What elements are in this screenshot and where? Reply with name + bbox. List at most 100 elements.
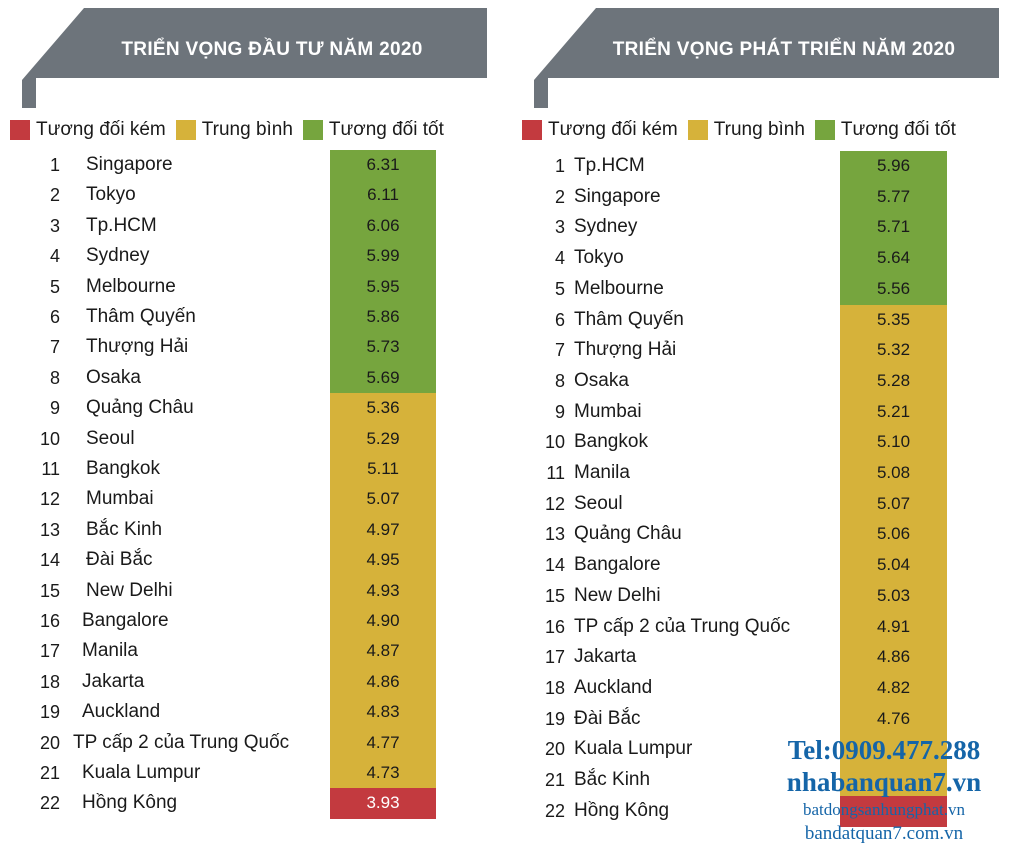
watermark-site-1: nhabanquan7.vn [786, 767, 982, 797]
rank-number: 9 [554, 401, 565, 422]
score-value: 6.11 [367, 185, 399, 205]
score-value: 5.04 [876, 555, 911, 575]
score-bar-good [840, 151, 947, 182]
score-bar-average [840, 519, 947, 551]
score-bar-average [330, 545, 436, 577]
city-name: Thượng Hải [574, 339, 677, 361]
rank-number: 11 [546, 463, 565, 483]
rank-number: 1 [554, 156, 565, 176]
score-bar-good [330, 302, 436, 333]
city-name: Seoul [574, 492, 623, 514]
score-value: 6.06 [366, 215, 400, 235]
table-row: 8 Osaka 5.69 [0, 362, 500, 394]
city-name: Tokyo [86, 184, 136, 206]
table-row: 14 Bangalore 5.04 [512, 550, 1012, 582]
rank-number: 15 [544, 585, 565, 606]
score-value: 4.87 [366, 641, 400, 661]
table-row: 19 Auckland 4.83 [0, 697, 500, 729]
city-name: TP cấp 2 của Trung Quốc [574, 615, 791, 637]
rank-number: 9 [49, 398, 60, 419]
rank-number: 13 [39, 519, 60, 540]
score-bar-average [330, 727, 436, 759]
rank-number: 21 [39, 763, 60, 783]
city-name: Đài Bắc [86, 549, 153, 571]
score-bar-good [330, 332, 436, 364]
table-row: 5 Melbourne 5.56 [512, 273, 1012, 305]
table-row: 13 Bắc Kinh 4.97 [0, 514, 500, 546]
score-value: 5.35 [876, 309, 911, 329]
rank-number: 14 [544, 555, 565, 576]
score-value: 5.95 [366, 276, 400, 296]
legend-swatch-good [814, 120, 835, 140]
investment-outlook-banner: TRIỂN VỌNG ĐẦU TƯ NĂM 2020 [22, 8, 492, 108]
score-value: 4.86 [876, 647, 911, 667]
rank-number: 19 [544, 708, 565, 729]
score-bar-average [330, 758, 436, 789]
score-bar-good [330, 210, 436, 242]
city-name: Melbourne [574, 277, 664, 299]
score-bar-average [330, 697, 436, 729]
score-bar-average [330, 454, 436, 485]
score-value: 5.56 [876, 278, 911, 298]
city-name: Bắc Kinh [86, 518, 163, 540]
legend-item-average: Trung bình [687, 119, 805, 141]
score-value: 4.83 [366, 702, 400, 722]
score-bar-average [330, 575, 436, 607]
score-value: 5.71 [876, 217, 911, 237]
rank-number: 17 [39, 641, 60, 662]
table-row: 7 Thượng Hải 5.32 [512, 335, 1012, 367]
legend-item-good: Tương đối tốt [814, 119, 956, 141]
table-row: 21 Kuala Lumpur 4.73 [0, 758, 500, 789]
city-name: Singapore [574, 185, 661, 207]
score-bar-good [840, 181, 947, 213]
city-name: Mumbai [574, 400, 642, 422]
score-bar-average [330, 666, 436, 698]
table-row: 13 Quảng Châu 5.06 [512, 519, 1012, 551]
score-value: 4.95 [366, 550, 400, 570]
banner-background [22, 8, 487, 108]
rank-number: 12 [544, 493, 565, 514]
table-row: 17 Manila 4.87 [0, 636, 500, 668]
score-bar-good [330, 180, 436, 212]
rank-number: 22 [544, 800, 565, 821]
score-bar-average [840, 672, 947, 704]
table-row: 9 Quảng Châu 5.36 [0, 393, 500, 425]
city-name: Đài Bắc [574, 707, 641, 729]
score-value: 5.10 [876, 432, 911, 452]
rank-number: 20 [39, 732, 60, 753]
table-row: 22 Hồng Kông [512, 795, 1012, 827]
score-value: 5.96 [876, 156, 911, 175]
score-bar-average [330, 423, 436, 455]
score-value: 5.03 [876, 585, 911, 605]
score-value: 4.93 [366, 580, 400, 600]
rank-number: 12 [39, 489, 60, 510]
city-name: Mumbai [86, 488, 154, 510]
rank-number: 14 [39, 550, 60, 571]
table-row: 7 Thượng Hải 5.73 [0, 332, 500, 364]
table-row: 18 Jakarta 4.86 [0, 666, 500, 698]
score-value: 4.77 [366, 732, 400, 752]
rank-number: 2 [554, 186, 565, 207]
score-value: 5.32 [876, 340, 911, 360]
city-name: Osaka [86, 366, 141, 388]
watermark-site-2: batdongsanhungphat.vn [803, 800, 965, 819]
legend-swatch-average [687, 120, 708, 140]
score-bar-poor [330, 788, 436, 820]
table-row: 5 Melbourne 5.95 [0, 271, 500, 303]
table-row: 3 Sydney 5.71 [512, 212, 1012, 244]
watermark-site-3: bandatquan7.com.vn [804, 823, 964, 844]
score-value: 4.76 [876, 708, 911, 728]
rank-number: 16 [39, 611, 60, 631]
score-bar-average [840, 765, 947, 796]
score-bar-average [840, 734, 947, 766]
legend-label-poor: Tương đối kém [548, 119, 678, 140]
table-row: 9 Mumbai 5.21 [512, 396, 1012, 428]
city-name: Hồng Kông [574, 799, 670, 821]
legend-swatch-poor [522, 120, 542, 140]
legend-swatch-poor [10, 120, 30, 140]
score-value: 4.82 [876, 677, 911, 697]
rank-number: 18 [39, 671, 60, 692]
rank-number: 5 [554, 278, 565, 299]
table-row: 4 Tokyo 5.64 [512, 243, 1012, 275]
city-name: New Delhi [574, 584, 661, 606]
